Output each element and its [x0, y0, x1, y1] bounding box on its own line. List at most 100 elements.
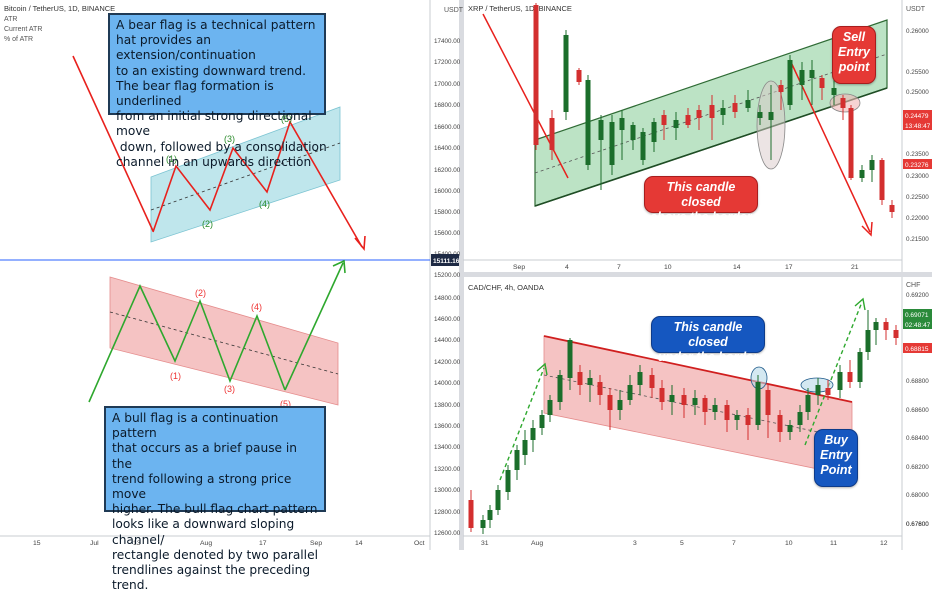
candle-body — [673, 120, 679, 128]
candle-body — [883, 322, 889, 330]
cadchf-candles — [468, 310, 899, 534]
time-tick-label: 7 — [617, 264, 621, 271]
cadchf-price-ticks: 0.69200 0.68800 0.68600 0.68400 0.68200 0.680… — [906, 292, 929, 528]
cad-breakout-arrowhead — [854, 297, 866, 311]
candle-above-callout: This candle closed above the border — [644, 176, 758, 224]
btc-time-ticks: 15 Jul 13 Aug 17 Sep 14 Oct — [33, 540, 425, 547]
price-tick-label: 0.25000 — [906, 89, 929, 96]
time-tick-label: Aug — [200, 540, 212, 547]
price-tick-label: 16600.00 — [434, 124, 461, 131]
time-tick-label: 31 — [481, 540, 489, 547]
bull-note-line: looks like a downward sloping channel/ — [112, 517, 295, 547]
price-tick-label: 0.22000 — [906, 215, 929, 222]
callout-line: Buy — [824, 433, 848, 447]
cad-channel-midline — [543, 374, 853, 440]
cad-time: 02:48:47 — [905, 322, 931, 329]
panel-gap-h — [463, 272, 932, 277]
candle-body — [765, 390, 771, 415]
candle-body — [757, 112, 763, 118]
time-tick-label: 7 — [732, 540, 736, 547]
candle-body — [495, 490, 501, 510]
price-tick-label: 0.68800 — [906, 378, 929, 385]
time-tick-label: 17 — [259, 540, 267, 547]
bear-note-line: channel in an upwards direction — [116, 154, 312, 169]
time-tick-label: 14 — [733, 264, 741, 271]
price-tick-label: 16400.00 — [434, 145, 461, 152]
candle-body — [889, 205, 895, 212]
price-tick-label: 0.68200 — [906, 464, 929, 471]
callout-line: under the border — [657, 350, 758, 364]
cad-time-box — [903, 319, 932, 329]
price-tick-label: 17400.00 — [434, 38, 461, 45]
candle-body — [533, 5, 539, 145]
price-tick-label: 13000.00 — [434, 487, 461, 494]
xrp-channel-midline — [534, 53, 888, 174]
bear-point-3: (3) — [224, 134, 235, 144]
bull-point-2: (2) — [195, 288, 206, 298]
candle-body — [847, 372, 853, 382]
callout-line: above the border — [650, 210, 752, 224]
price-tick-label: 0.68400 — [906, 435, 929, 442]
cad-price-a-box — [903, 309, 932, 319]
bull-note-line: A bull flag is a continuation pattern — [112, 411, 279, 441]
price-tick-label: 12800.00 — [434, 509, 461, 516]
candle-body — [702, 398, 708, 412]
callout-line: This candle closed — [673, 320, 743, 349]
btc-indicator-2: Current ATR — [4, 26, 42, 33]
candle-body — [651, 122, 657, 142]
time-tick-label: 14 — [355, 540, 363, 547]
bull-point-3: (3) — [224, 384, 235, 394]
cadchf-title: CAD/CHF, 4h, OANDA — [468, 283, 544, 292]
candle-body — [777, 415, 783, 432]
cad-price-b-box — [903, 343, 932, 353]
candle-body — [576, 70, 582, 82]
xrp-candles — [533, 3, 895, 218]
candle-body — [869, 160, 875, 170]
callout-line: Entry — [838, 45, 870, 59]
price-tick-label: 14400.00 — [434, 337, 461, 344]
bull-zigzag — [88, 284, 286, 403]
candle-body — [837, 372, 843, 390]
price-tick-label: 0.26000 — [906, 28, 929, 35]
xrp-time: 13:48:47 — [905, 123, 931, 130]
candle-body — [549, 118, 555, 150]
price-tick-label: 0.67800 — [906, 521, 929, 528]
xrp-title: XRP / TetherUS, 1D, BINANCE — [468, 4, 572, 13]
cad-breakout-arrow — [804, 301, 863, 446]
candle-body — [468, 500, 474, 528]
price-tick-label: 14000.00 — [434, 380, 461, 387]
btc-title: Bitcoin / TetherUS, 1D, BINANCE — [4, 4, 115, 13]
btc-indicator-3: % of ATR — [4, 36, 33, 43]
price-tick-label: 0.22500 — [906, 194, 929, 201]
candle-body — [681, 395, 687, 405]
candle-body — [598, 120, 604, 140]
candle-body — [567, 340, 573, 378]
candle-body — [857, 352, 863, 382]
bull-point-4: (4) — [251, 302, 262, 312]
bull-note-line: rectangle denoted by two parallel — [112, 547, 318, 562]
price-tick-label: 0.25500 — [906, 69, 929, 76]
panel-gap — [459, 0, 464, 550]
time-tick-label: 17 — [785, 264, 793, 271]
candle-body — [547, 400, 553, 415]
bear-arrowhead — [354, 235, 366, 252]
candle-body — [487, 510, 493, 520]
bear-point-4: (4) — [259, 199, 270, 209]
price-tick-label: 14200.00 — [434, 359, 461, 366]
candle-body — [659, 388, 665, 402]
price-tick-label: 15800.00 — [434, 209, 461, 216]
bear-zigzag — [152, 120, 363, 248]
price-tick-label: 0.67600 — [906, 521, 929, 528]
candle-body — [709, 105, 715, 118]
bull-note-line: trend following a strong price move — [112, 471, 292, 502]
time-tick-label: 10 — [785, 540, 793, 547]
cad-up-arrowhead — [536, 362, 548, 376]
price-tick-label: 0.68600 — [906, 407, 929, 414]
bull-flag-channel — [109, 276, 339, 406]
xrp-axis-unit: USDT — [906, 6, 926, 13]
candle-body — [661, 115, 667, 125]
callout-line: Point — [820, 463, 852, 477]
bear-point-2: (2) — [202, 219, 213, 229]
candle-body — [720, 108, 726, 115]
candle-body — [724, 405, 730, 420]
